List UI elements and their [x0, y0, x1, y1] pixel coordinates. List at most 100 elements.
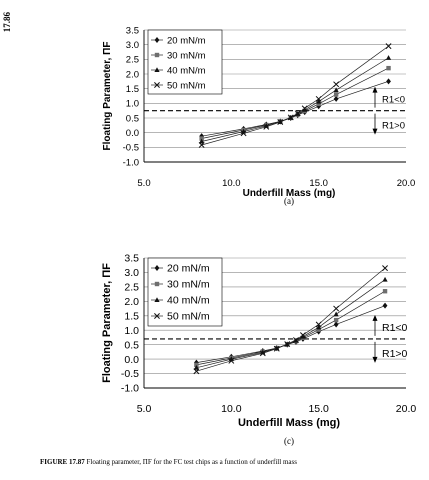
- annotation-lower: R1>0: [382, 121, 405, 132]
- data-point: [300, 333, 306, 339]
- x-tick-label: 15.0: [308, 403, 329, 415]
- data-point: [301, 105, 308, 112]
- data-point: [302, 106, 308, 112]
- y-tick-label: -1.0: [123, 157, 139, 168]
- legend-box: [147, 29, 223, 95]
- data-point: [199, 136, 204, 141]
- legend-marker: [154, 313, 160, 319]
- legend-marker: [154, 281, 160, 287]
- data-point: [259, 350, 266, 357]
- panel-label: (a): [284, 196, 294, 206]
- data-point: [277, 119, 284, 126]
- data-point: [273, 345, 280, 352]
- legend-marker: [154, 37, 160, 43]
- legend-label: 30 mN/m: [167, 50, 206, 61]
- data-point: [382, 276, 388, 282]
- data-point: [293, 337, 299, 343]
- legend-label: 30 mN/m: [167, 279, 210, 291]
- data-point: [333, 92, 339, 97]
- y-tick-label: 3.5: [124, 253, 139, 265]
- data-point: [382, 289, 388, 294]
- legend-marker: [154, 297, 160, 302]
- data-point: [333, 87, 339, 93]
- y-tick-label: 2.5: [124, 282, 139, 294]
- legend-label: 50 mN/m: [167, 80, 206, 91]
- series-line: [201, 57, 389, 142]
- data-point: [386, 65, 391, 71]
- data-point: [315, 321, 322, 328]
- x-tick-label: 10.0: [221, 403, 242, 415]
- legend-box: [147, 257, 223, 327]
- data-point: [294, 110, 301, 117]
- y-tick-label: 1.0: [124, 325, 139, 337]
- series-line: [201, 80, 389, 137]
- y-tick-label: -0.5: [123, 143, 139, 154]
- data-point: [385, 55, 392, 60]
- caption-label: FIGURE 17.87: [40, 458, 85, 466]
- y-tick-label: 0.5: [124, 339, 139, 351]
- legend-marker: [154, 67, 160, 72]
- series-group: [199, 78, 391, 140]
- x-tick-label: 10.0: [222, 178, 241, 189]
- y-tick-label: -1.0: [121, 383, 139, 395]
- data-point: [316, 327, 321, 332]
- data-point: [299, 332, 306, 339]
- data-point: [316, 324, 322, 330]
- data-point: [333, 321, 339, 328]
- data-point: [382, 265, 388, 272]
- annotation-lower: R1>0: [382, 348, 408, 360]
- legend-label: 40 mN/m: [167, 295, 210, 307]
- arrow-down-head: [372, 356, 378, 363]
- x-tick-label: 15.0: [309, 178, 328, 189]
- data-point: [193, 368, 200, 375]
- series-line: [196, 267, 386, 372]
- y-axis-title: Floating Parameter, ΠF: [102, 42, 113, 151]
- series-line: [196, 305, 386, 363]
- annotation-upper: R1<0: [382, 95, 405, 106]
- series-group: [194, 289, 388, 368]
- data-point: [315, 95, 322, 102]
- data-point: [194, 362, 199, 368]
- data-point: [333, 311, 339, 317]
- series-line: [196, 290, 386, 366]
- y-tick-label: 3.5: [126, 25, 139, 36]
- y-tick-label: 0.5: [126, 113, 139, 124]
- data-point: [198, 142, 205, 148]
- annotation-upper: R1<0: [382, 322, 408, 334]
- arrow-up-head: [372, 314, 378, 321]
- legend-marker: [154, 82, 160, 88]
- arrow-up-head: [372, 86, 378, 93]
- legend-label: 20 mN/m: [167, 35, 206, 46]
- data-point: [287, 114, 294, 121]
- series-group: [193, 265, 388, 375]
- data-point: [382, 302, 388, 309]
- chart-panel-c: -1.0 -0.5 0.0 0.5 1.0 1.5 2.0 2.5 3.0 3.5 5.0 10.0 1…: [101, 253, 416, 446]
- x-tick-label: 5.0: [137, 403, 152, 415]
- x-tick-label: 5.0: [137, 178, 150, 189]
- y-tick-label: 1.0: [126, 99, 139, 110]
- series-group: [198, 43, 392, 148]
- data-point: [316, 98, 322, 104]
- x-axis-title: Underfill Mass (mg): [238, 417, 340, 429]
- legend-marker: [154, 265, 160, 271]
- series-line: [201, 45, 389, 146]
- data-point: [199, 138, 205, 144]
- y-axis-title: Floating Parameter, ΠF: [101, 263, 113, 383]
- chart-panel-a: -1.0 -0.5 0.0 0.5 1.0 1.5 2.0 2.5 3.0 3.5 5.0 10.0 1…: [102, 25, 416, 206]
- y-tick-label: 2.5: [126, 55, 139, 66]
- data-point: [193, 364, 199, 370]
- legend-label: 50 mN/m: [167, 311, 210, 323]
- x-axis-title: Underfill Mass (mg): [243, 188, 336, 199]
- y-tick-label: 0.0: [124, 354, 139, 366]
- y-tick-label: -0.5: [121, 368, 139, 380]
- y-tick-label: 3.0: [126, 40, 139, 51]
- data-point: [385, 43, 392, 50]
- y-tick-label: 1.5: [124, 310, 139, 322]
- y-tick-label: 3.0: [124, 267, 139, 279]
- data-point: [228, 357, 235, 364]
- series-line: [196, 279, 386, 369]
- caption-text: Floating parameter, ΠF for the FC test c…: [86, 458, 297, 466]
- series-group: [194, 302, 388, 366]
- x-tick-label: 20.0: [397, 178, 416, 189]
- y-tick-label: 2.0: [126, 69, 139, 80]
